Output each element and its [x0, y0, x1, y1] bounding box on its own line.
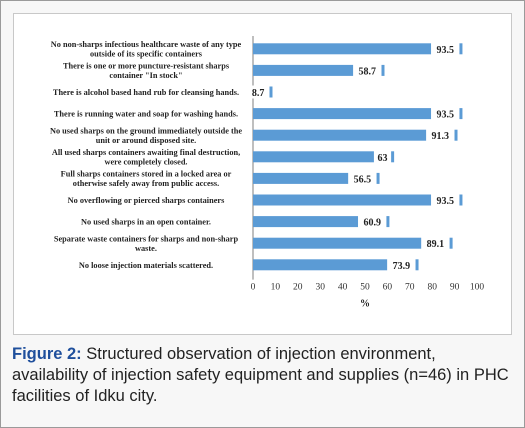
category-label-line: waste.: [135, 244, 157, 253]
data-label-bg: [426, 128, 455, 142]
category-label-line: unit or around disposed site.: [96, 136, 196, 145]
category-label: No non-sharps infectious healthcare wast…: [51, 40, 242, 59]
category-label-line: No loose injection materials scattered.: [79, 261, 213, 270]
data-label: 56.5: [354, 174, 372, 185]
x-tick-label: 0: [251, 283, 256, 293]
x-tick-label: 20: [293, 283, 303, 293]
data-label: 93.5: [436, 110, 454, 121]
chart-area: 93.5 No non-sharps infectious healthcare …: [13, 13, 512, 335]
data-label: 93.5: [436, 196, 454, 207]
data-label-bg: [353, 63, 382, 77]
x-tick-label: 80: [427, 283, 437, 293]
data-label-bg: [358, 215, 387, 229]
x-tick-label: 70: [405, 283, 415, 293]
data-label-bg: [421, 236, 450, 250]
data-label-bg: [246, 85, 270, 99]
caption-text: Structured observation of injection envi…: [12, 345, 509, 405]
data-label-bg: [431, 107, 460, 121]
x-tick-label: 40: [338, 283, 348, 293]
category-label-line: Full sharps containers stored in a locke…: [61, 170, 232, 179]
bar: [253, 194, 463, 206]
x-tick-label: 60: [383, 283, 393, 293]
category-label: There is running water and soap for wash…: [54, 110, 238, 119]
data-label-bg: [431, 42, 460, 56]
category-label-line: No used sharps in an open container.: [81, 218, 211, 227]
data-label-bg: [431, 193, 460, 207]
category-label-line: otherwise safely away from public access…: [73, 179, 219, 188]
x-tick-label: 50: [360, 283, 370, 293]
x-axis-label: %: [360, 299, 370, 310]
category-label-line: container "In stock": [109, 71, 182, 80]
x-tick-label: 10: [271, 283, 281, 293]
bar: [253, 237, 453, 249]
category-label: No overflowing or pierced sharps contain…: [68, 196, 225, 205]
x-tick-label: 30: [315, 283, 325, 293]
category-label-line: There is alcohol based hand rub for clea…: [53, 88, 239, 97]
caption-label: Figure 2:: [12, 345, 82, 363]
category-label: There is alcohol based hand rub for clea…: [53, 88, 239, 97]
data-label: 58.7: [359, 66, 377, 77]
data-label: 60.9: [363, 218, 381, 229]
category-label-line: No non-sharps infectious healthcare wast…: [51, 40, 242, 49]
x-tick-label: 100: [470, 283, 485, 293]
data-label-bg: [387, 258, 416, 272]
bar: [253, 259, 419, 271]
data-label: 93.5: [436, 45, 454, 56]
figure-caption: Figure 2: Structured observation of inje…: [12, 344, 512, 407]
bar: [253, 172, 380, 184]
category-label: There is one or more puncture-resistant …: [63, 62, 230, 81]
category-label-line: There is one or more puncture-resistant …: [63, 62, 230, 71]
category-label-line: No overflowing or pierced sharps contain…: [68, 196, 225, 205]
bar: [253, 43, 463, 55]
data-label: 91.3: [432, 131, 450, 142]
bar: [253, 151, 395, 163]
category-label: No used sharps in an open container.: [81, 218, 211, 227]
x-tick-label: 90: [450, 283, 460, 293]
category-label-line: No used sharps on the ground immediately…: [50, 126, 242, 135]
category-label-line: were completely closed.: [104, 158, 187, 167]
category-label-line: outside of its specific containers: [90, 50, 203, 59]
category-label-line: Separate waste containers for sharps and…: [54, 234, 239, 243]
category-label-line: All used sharps containers awaiting fina…: [52, 148, 240, 157]
category-label: All used sharps containers awaiting fina…: [52, 148, 240, 167]
bar: [253, 108, 463, 120]
category-label: No loose injection materials scattered.: [79, 261, 213, 270]
category-label-line: There is running water and soap for wash…: [54, 110, 238, 119]
data-label: 73.9: [393, 261, 411, 272]
data-label-bg: [348, 171, 377, 185]
bar-chart: 93.5 No non-sharps infectious healthcare …: [50, 36, 485, 310]
data-label: 89.1: [427, 239, 445, 250]
category-label: No used sharps on the ground immediately…: [50, 126, 242, 145]
category-label: Full sharps containers stored in a locke…: [61, 170, 232, 189]
bar: [253, 64, 385, 76]
data-label: 8.7: [252, 88, 265, 99]
category-label: Separate waste containers for sharps and…: [54, 234, 239, 253]
data-label-bg: [373, 150, 392, 164]
data-label: 63: [378, 153, 388, 164]
bar: [253, 216, 390, 228]
bar: [253, 129, 458, 141]
